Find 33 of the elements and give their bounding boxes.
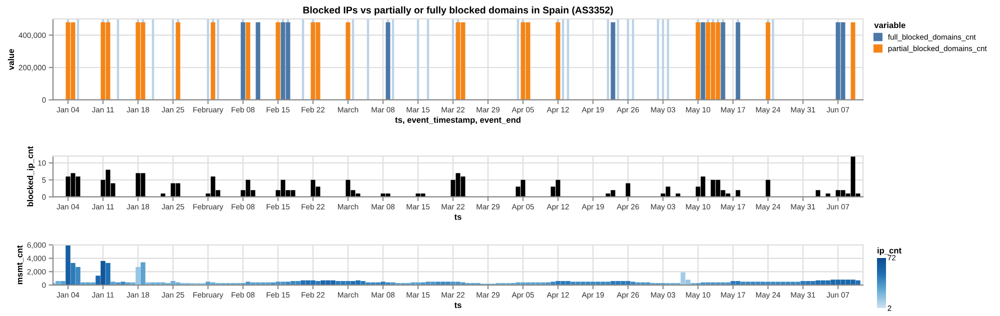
bar xyxy=(380,282,386,286)
x-axis-title: ts, event_timestamp, event_end xyxy=(395,116,520,124)
bar xyxy=(206,282,210,286)
bar xyxy=(246,282,250,286)
bar xyxy=(736,190,740,197)
bar xyxy=(106,262,110,286)
bar xyxy=(70,262,76,286)
x-axis-title: ts xyxy=(454,302,462,308)
bar xyxy=(680,272,686,286)
y-axis-title: msmt_cnt xyxy=(17,245,24,284)
bar xyxy=(120,282,126,286)
bar xyxy=(686,280,690,286)
bar xyxy=(140,262,146,286)
bar xyxy=(550,282,556,286)
bar xyxy=(76,266,80,286)
bar xyxy=(136,266,140,286)
bar xyxy=(100,260,106,286)
legend-title: variable xyxy=(874,22,906,28)
bar xyxy=(626,183,630,197)
y-axis-title: blocked_ip_cnt xyxy=(27,146,35,206)
y-axis-title: value xyxy=(8,49,14,70)
bar xyxy=(816,190,820,197)
bar xyxy=(826,193,830,197)
bar xyxy=(60,281,66,286)
bar xyxy=(96,276,100,286)
bar xyxy=(766,180,770,197)
x-axis-title: ts xyxy=(454,214,462,220)
bar xyxy=(56,281,60,286)
bar xyxy=(630,282,636,286)
color-bar-title: ip_cnt xyxy=(878,247,902,256)
chart-title: Blocked IPs vs partially or fully blocked domains in Spain (AS3352) xyxy=(303,6,613,16)
bar xyxy=(110,282,116,286)
bar xyxy=(160,193,166,197)
